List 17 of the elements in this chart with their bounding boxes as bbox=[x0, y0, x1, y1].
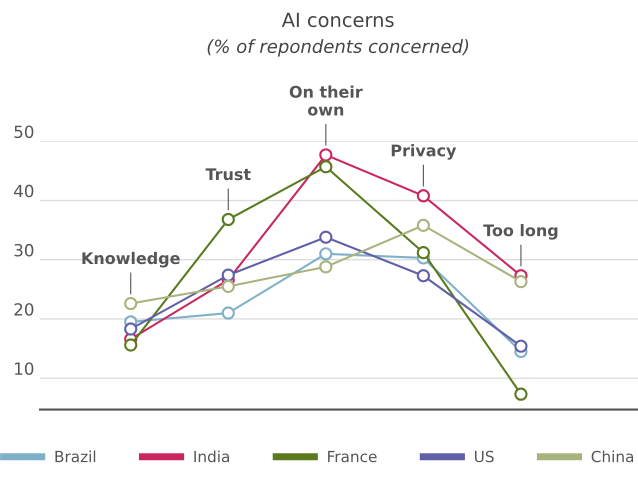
chart-subtitle: (% of repondents concerned) bbox=[208, 39, 468, 57]
x-tick-label: Privacy bbox=[392, 144, 456, 160]
y-tick-label: 40 bbox=[14, 184, 34, 198]
y-tick-label: 20 bbox=[14, 303, 34, 316]
y-tick-label: 50 bbox=[14, 125, 34, 138]
x-tick-label: Knowledge bbox=[82, 252, 180, 268]
legend-label: France bbox=[328, 450, 377, 462]
x-tick-label: Trust bbox=[206, 168, 251, 180]
legend-label: US bbox=[474, 450, 494, 462]
x-tick-label: On their own bbox=[290, 85, 363, 116]
x-tick-label: Too long bbox=[483, 224, 558, 240]
legend-label: Brazil bbox=[55, 450, 96, 462]
legend-label: India bbox=[194, 450, 229, 462]
y-tick-label: 10 bbox=[15, 362, 34, 375]
chart-title: AI concerns bbox=[282, 12, 394, 28]
legend-label: China bbox=[592, 450, 634, 462]
y-tick-label: 30 bbox=[14, 244, 34, 257]
